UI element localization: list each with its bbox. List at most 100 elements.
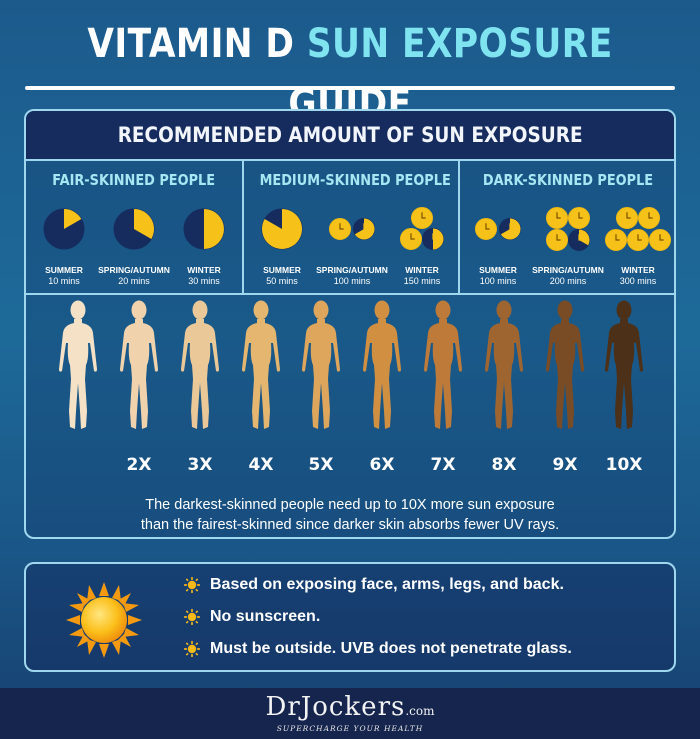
season-time: 150 mins — [403, 276, 441, 286]
silhouette-head — [374, 300, 390, 320]
person-silhouette — [424, 300, 462, 429]
brand-logo[interactable]: DrJockers.com — [0, 692, 700, 722]
multiplier-label: 7X — [430, 455, 456, 475]
title-part-2: SUN EXPOSURE — [306, 21, 613, 67]
sun-icon — [66, 582, 142, 658]
silhouette-body — [424, 319, 462, 429]
multiplier-label: 5X — [308, 455, 334, 475]
sun-bullet-icon — [184, 641, 200, 657]
silhouette-body — [302, 319, 340, 429]
clock-hands — [421, 212, 426, 219]
clock-icons — [475, 207, 671, 251]
clock-hands — [363, 223, 368, 230]
silhouette-body — [242, 319, 280, 429]
clock-hands — [648, 212, 653, 219]
caption-line-1: The darkest-skinned people need up to 10… — [145, 497, 555, 513]
clock-fill — [262, 209, 303, 249]
group-dark: DARK-SKINNED PEOPLE SUMMER 100 mins SPRING… — [458, 161, 676, 293]
clock-hands — [485, 223, 490, 230]
silhouette-head — [557, 300, 573, 320]
person-silhouette — [605, 300, 643, 429]
skin-tone-figures — [26, 299, 674, 439]
season-label: SUMMER 10 mins — [24, 265, 104, 287]
season-name: WINTER — [621, 265, 655, 275]
brand-logo-text: DrJockers — [265, 692, 406, 722]
silhouette-body — [605, 319, 643, 429]
season-time: 200 mins — [549, 276, 587, 286]
silhouette-head — [70, 300, 86, 320]
clock-hands — [339, 223, 344, 230]
season-name: SUMMER — [479, 265, 517, 275]
clock-fill — [204, 209, 224, 249]
group-title-fair-text: FAIR-SKINNED PEOPLE — [52, 171, 216, 189]
silhouette-body — [181, 319, 219, 429]
clock-hands — [509, 223, 514, 230]
page-title: VITAMIN D SUN EXPOSURE GUIDE — [49, 14, 651, 134]
note-text: No sunscreen. — [210, 608, 321, 625]
note-item: Based on exposing face, arms, legs, and … — [184, 576, 564, 594]
group-medium: MEDIUM-SKINNED PEOPLE SUMMER 50 mins SPRIN… — [242, 161, 460, 293]
season-time: 100 mins — [333, 276, 371, 286]
group-title-dark-text: DARK-SKINNED PEOPLE — [482, 171, 654, 189]
clock-icons — [43, 208, 225, 250]
clock-fill — [64, 209, 82, 229]
season-name: SPRING/AUTUMN — [98, 265, 170, 275]
multiplier-label: 10X — [605, 455, 643, 475]
multiplier-label: 6X — [369, 455, 395, 475]
season-name: WINTER — [187, 265, 221, 275]
clock-hands — [432, 233, 437, 240]
clock-hands — [615, 234, 620, 241]
clock-hands — [578, 212, 583, 219]
person-silhouette — [363, 300, 401, 429]
caption: The darkest-skinned people need up to 10… — [26, 495, 674, 535]
sun-bullet-icon — [184, 609, 200, 625]
season-label: SUMMER 100 mins — [458, 265, 538, 287]
person-silhouette — [242, 300, 280, 429]
note-text: Must be outside. UVB does not penetrate … — [210, 640, 572, 657]
person-silhouette — [485, 300, 523, 429]
group-title-fair: FAIR-SKINNED PEOPLE — [26, 171, 242, 189]
silhouette-body — [363, 319, 401, 429]
silhouette-head — [435, 300, 451, 320]
silhouette-head — [313, 300, 329, 320]
season-label: WINTER 300 mins — [598, 265, 678, 287]
season-label: WINTER 30 mins — [164, 265, 244, 287]
season-time: 30 mins — [188, 276, 220, 286]
season-name: SPRING/AUTUMN — [532, 265, 604, 275]
person-silhouette — [59, 300, 97, 429]
silhouette-body — [485, 319, 523, 429]
panel-header-text: RECOMMENDED AMOUNT OF SUN EXPOSURE — [117, 123, 583, 147]
season-name: SUMMER — [45, 265, 83, 275]
season-label: SPRING/AUTUMN 200 mins — [528, 265, 608, 287]
silhouette-head — [192, 300, 208, 320]
clock-fill — [134, 209, 154, 239]
silhouette-head — [496, 300, 512, 320]
person-silhouette — [546, 300, 584, 429]
season-label: SPRING/AUTUMN 20 mins — [94, 265, 174, 287]
caption-line-2: than the fairest-skinned since darker sk… — [140, 517, 560, 533]
title-part-1: VITAMIN D — [87, 21, 307, 67]
season-label: WINTER 150 mins — [382, 265, 462, 287]
notes-panel: Based on exposing face, arms, legs, and … — [24, 562, 676, 672]
footer: DrJockers.com SUPERCHARGE YOUR HEALTH — [0, 688, 700, 739]
season-name: WINTER — [405, 265, 439, 275]
season-name: SUMMER — [263, 265, 301, 275]
silhouette-body — [120, 319, 158, 429]
group-title-dark: DARK-SKINNED PEOPLE — [460, 171, 676, 189]
brand-logo-suffix: .com — [405, 704, 435, 718]
season-time: 20 mins — [118, 276, 150, 286]
clock-hands — [578, 234, 583, 241]
note-item: Must be outside. UVB does not penetrate … — [184, 640, 572, 658]
season-time: 100 mins — [479, 276, 517, 286]
exposure-panel: RECOMMENDED AMOUNT OF SUN EXPOSURE FAIR-… — [24, 109, 676, 539]
silhouette-body — [59, 319, 97, 429]
panel-header: RECOMMENDED AMOUNT OF SUN EXPOSURE — [26, 111, 674, 159]
multiplier-label: 4X — [248, 455, 274, 475]
clock-hands — [626, 212, 631, 219]
title-divider — [25, 86, 675, 90]
silhouette-body — [546, 319, 584, 429]
exposure-row: FAIR-SKINNED PEOPLE SUMMER 10 mins SPRING/… — [26, 159, 674, 295]
person-silhouette — [181, 300, 219, 429]
group-fair: FAIR-SKINNED PEOPLE SUMMER 10 mins SPRING/… — [26, 161, 242, 293]
silhouette-head — [131, 300, 147, 320]
